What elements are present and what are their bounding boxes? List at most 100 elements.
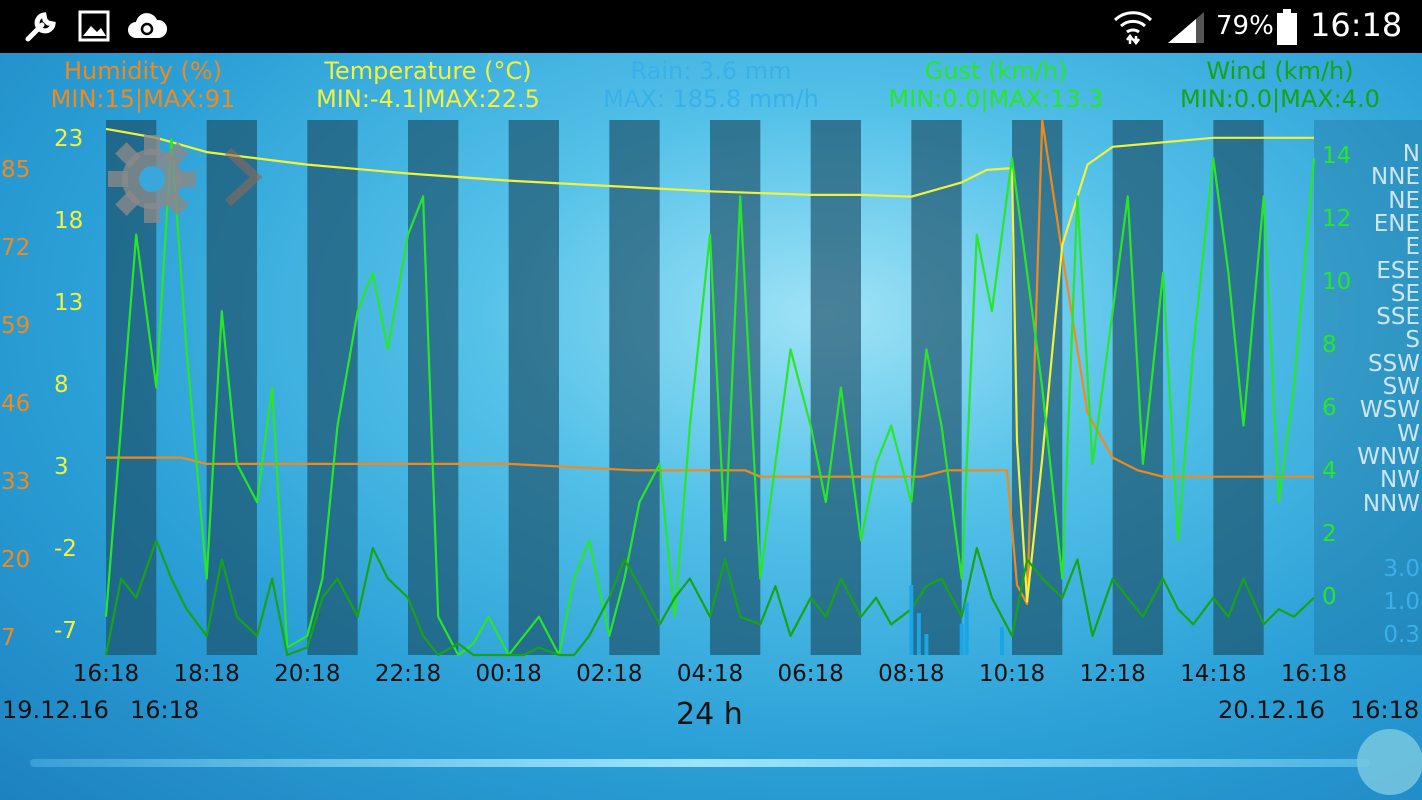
wrench-icon: [25, 12, 56, 42]
speed-tick-label: 2: [1322, 521, 1337, 547]
direction-tick-label: NNW: [1362, 490, 1420, 517]
temperature-tick-label: 8: [54, 372, 69, 398]
direction-tick-label: ENE: [1373, 210, 1420, 237]
start-time: 16:18: [130, 696, 200, 724]
direction-tick-label: NNE: [1371, 164, 1420, 191]
rain-header: Rain: 3.6 mm MAX: 185.8 mm/h: [586, 57, 836, 113]
humidity-header: Humidity (%) MIN:15|MAX:91: [30, 57, 256, 113]
settings-gear-icon[interactable]: [104, 131, 200, 227]
rain-tick-label: 0.3: [1383, 622, 1420, 648]
chart-plot[interactable]: [0, 53, 1422, 800]
wind-line: [104, 539, 1315, 657]
humidity-tick-label: 7: [1, 625, 16, 651]
speed-tick-label: 8: [1322, 332, 1337, 358]
temperature-title: Temperature (°C): [324, 57, 532, 85]
wind-header: Wind (km/h) MIN:0.0|MAX:4.0: [1160, 57, 1400, 113]
direction-tick-label: SE: [1390, 280, 1420, 307]
temperature-line: [105, 127, 1314, 603]
rain-title: Rain: 3.6 mm: [630, 57, 792, 85]
battery-percentage: 79%: [1216, 11, 1274, 41]
time-tick-label: 02:18: [576, 661, 643, 687]
direction-tick-label: N: [1402, 141, 1420, 167]
wind-range: MIN:0.0|MAX:4.0: [1180, 85, 1380, 113]
night-stripe: [1012, 120, 1063, 655]
humidity-tick-label: 85: [1, 157, 31, 183]
time-tick-label: 00:18: [475, 661, 542, 687]
direction-tick-label: WNW: [1357, 443, 1420, 470]
time-span: 24 h: [676, 697, 743, 732]
rain-range: MAX: 185.8 mm/h: [603, 85, 819, 113]
night-stripe: [810, 120, 861, 655]
night-stripe: [911, 120, 962, 655]
direction-tick-label: SSE: [1376, 304, 1420, 331]
wind-title: Wind (km/h): [1206, 57, 1354, 85]
temperature-tick-label: -2: [54, 536, 77, 562]
end-date: 20.12.16: [1218, 696, 1325, 724]
gust-range: MIN:0.0|MAX:13.3: [888, 85, 1104, 113]
time-tick-label: 16:18: [1280, 661, 1348, 687]
direction-tick-label: ESE: [1376, 257, 1420, 284]
temperature-tick-label: -7: [54, 618, 77, 644]
time-tick-label: 22:18: [374, 661, 442, 687]
start-date: 19.12.16: [2, 696, 109, 724]
temperature-tick-label: 18: [54, 208, 84, 234]
cloud-sync-icon: [128, 13, 168, 38]
status-bar: 79% 16:18: [0, 0, 1422, 53]
time-tick-label: 20:18: [274, 661, 341, 687]
time-tick-label: 10:18: [978, 661, 1046, 687]
time-tick-label: 06:18: [777, 661, 844, 687]
temperature-tick-label: 23: [54, 126, 84, 152]
rain-bar: [964, 602, 969, 655]
speed-tick-label: 12: [1322, 206, 1352, 232]
direction-tick-label: NE: [1388, 187, 1420, 214]
night-stripe: [307, 120, 358, 655]
direction-tick-label: E: [1405, 234, 1420, 261]
direction-tick-label: SW: [1382, 374, 1420, 400]
speed-tick-label: 4: [1322, 458, 1337, 484]
end-time: 16:18: [1350, 696, 1420, 724]
night-stripe: [609, 120, 660, 655]
rain-tick-label: 3.0: [1383, 556, 1420, 582]
chevron-right-icon[interactable]: [218, 145, 266, 209]
speed-tick-label: 6: [1322, 395, 1337, 421]
battery-icon: [1277, 9, 1297, 45]
wifi-icon: [1113, 11, 1153, 46]
signal-icon: [1168, 12, 1204, 43]
rain-bar: [924, 634, 929, 655]
gust-line: [104, 137, 1316, 657]
humidity-tick-label: 33: [1, 469, 31, 495]
night-stripe: [508, 120, 559, 655]
time-tick-label: 08:18: [878, 661, 945, 687]
direction-tick-label: SSW: [1368, 350, 1420, 377]
time-slider-thumb[interactable]: [1357, 729, 1422, 795]
rain-bar: [916, 613, 921, 655]
time-tick-label: 14:18: [1180, 661, 1247, 687]
rain-tick-label: 1.0: [1383, 589, 1420, 615]
status-clock: 16:18: [1310, 6, 1403, 44]
time-tick-label: 16:18: [72, 661, 140, 687]
speed-tick-label: 10: [1322, 269, 1352, 295]
time-tick-label: 04:18: [676, 661, 744, 687]
gust-title: Gust (km/h): [924, 57, 1068, 85]
direction-tick-label: W: [1397, 420, 1420, 447]
humidity-tick-label: 72: [1, 235, 31, 261]
rain-bar: [909, 585, 914, 655]
time-slider-track[interactable]: [30, 759, 1370, 767]
night-stripe: [206, 120, 257, 655]
rain-bar: [959, 623, 964, 655]
direction-tick-label: NW: [1380, 467, 1420, 494]
image-icon: [78, 10, 110, 42]
night-stripe: [1213, 120, 1264, 655]
time-tick-label: 12:18: [1079, 661, 1146, 687]
speed-tick-label: 14: [1322, 143, 1352, 169]
right-axis-panel: [1314, 120, 1422, 655]
night-stripe: [408, 120, 459, 655]
humidity-range: MIN:15|MAX:91: [50, 85, 236, 113]
humidity-title: Humidity (%): [64, 57, 222, 85]
humidity-tick-label: 20: [1, 547, 31, 573]
temperature-tick-label: 3: [54, 454, 69, 480]
speed-tick-label: 0: [1322, 584, 1337, 610]
humidity-tick-label: 46: [1, 391, 31, 417]
rain-bar: [999, 627, 1004, 655]
direction-tick-label: WSW: [1359, 397, 1420, 424]
